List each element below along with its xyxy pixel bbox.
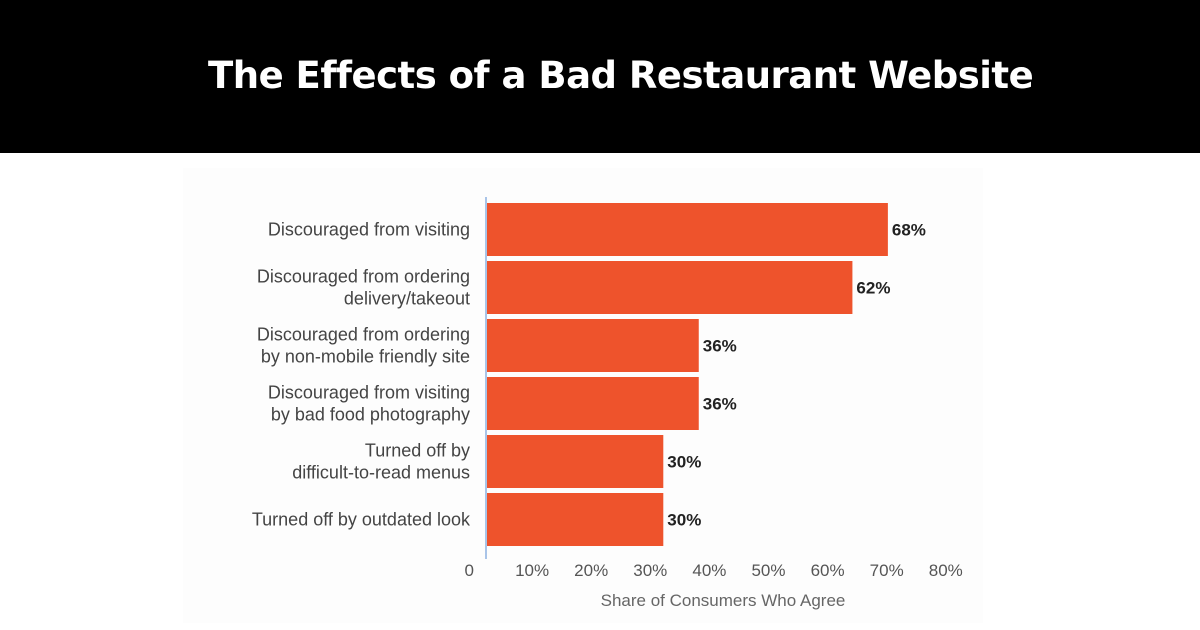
category-label-2-line-1: by non-mobile friendly site — [261, 347, 470, 367]
header-banner: The Effects of a Bad Restaurant Website — [0, 0, 1200, 153]
category-label-1-line-1: delivery/takeout — [344, 289, 470, 309]
bars-layer — [486, 203, 888, 546]
x-tick-label-3: 30% — [633, 561, 667, 580]
value-label-4: 30% — [667, 453, 701, 472]
category-label-1-line-0: Discouraged from ordering — [257, 267, 470, 287]
bar-5 — [486, 493, 664, 546]
page-title: The Effects of a Bad Restaurant Website — [208, 54, 1034, 97]
x-axis-title: Share of Consumers Who Agree — [601, 591, 846, 610]
x-axis-ticks: 0 10% 20% 30% 40% 50% 60% 70% 80% — [465, 561, 963, 580]
chart-panel: Discouraged from visiting Discouraged fro… — [183, 168, 983, 623]
bar-1 — [486, 261, 853, 314]
value-label-5: 30% — [667, 511, 701, 530]
category-label-0: Discouraged from visiting — [268, 220, 470, 240]
bar-4 — [486, 435, 664, 488]
x-tick-label-4: 40% — [692, 561, 726, 580]
bar-3 — [486, 377, 699, 430]
x-tick-label-0: 0 — [465, 561, 474, 580]
x-tick-label-6: 60% — [811, 561, 845, 580]
category-label-3: Discouraged from visiting by bad food pho… — [268, 383, 470, 425]
category-label-2-line-0: Discouraged from ordering — [257, 325, 470, 345]
category-label-4-line-0: Turned off by — [365, 441, 470, 461]
category-label-1: Discouraged from ordering delivery/takeou… — [257, 267, 470, 309]
category-label-2: Discouraged from ordering by non-mobile f… — [257, 325, 470, 367]
bar-0 — [486, 203, 888, 256]
x-tick-label-7: 70% — [870, 561, 904, 580]
x-tick-label-1: 10% — [515, 561, 549, 580]
category-label-4: Turned off by difficult-to-read menus — [292, 441, 470, 483]
value-labels: 68% 62% 36% 36% 30% 30% — [667, 221, 926, 530]
category-label-3-line-0: Discouraged from visiting — [268, 383, 470, 403]
category-label-5: Turned off by outdated look — [252, 510, 471, 530]
category-label-0-line-0: Discouraged from visiting — [268, 220, 470, 240]
value-label-3: 36% — [703, 395, 737, 414]
category-label-3-line-1: by bad food photography — [271, 405, 470, 425]
x-tick-label-5: 50% — [751, 561, 785, 580]
category-label-5-line-0: Turned off by outdated look — [252, 510, 471, 530]
x-tick-label-2: 20% — [574, 561, 608, 580]
value-label-0: 68% — [892, 221, 926, 240]
value-label-1: 62% — [856, 279, 890, 298]
value-label-2: 36% — [703, 337, 737, 356]
bar-2 — [486, 319, 699, 372]
x-tick-label-8: 80% — [929, 561, 963, 580]
category-label-4-line-1: difficult-to-read menus — [292, 463, 470, 483]
